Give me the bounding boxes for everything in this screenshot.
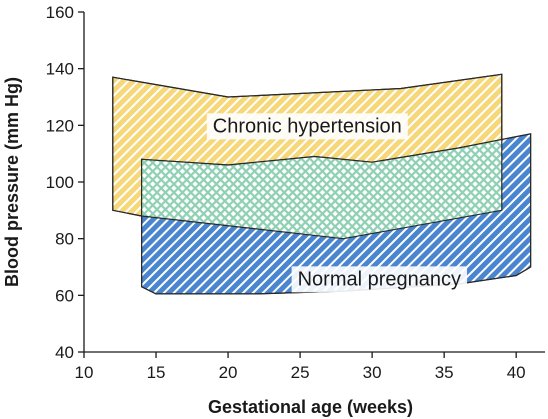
x-tick-label: 40 (507, 363, 526, 382)
x-tick-label: 20 (219, 363, 238, 382)
y-tick-label: 80 (55, 230, 74, 249)
y-tick-label: 120 (46, 116, 74, 135)
x-tick-label: 30 (363, 363, 382, 382)
band-chronic-hypertension-outline (112, 73, 503, 240)
x-tick-label: 10 (75, 363, 94, 382)
band-overlap (141, 133, 502, 239)
bands-layer (112, 73, 532, 295)
x-tick-label: 35 (435, 363, 454, 382)
y-tick-label: 140 (46, 60, 74, 79)
labels-layer: Chronic hypertension Normal pregnancy (206, 113, 468, 293)
band-normal-pregnancy-outline (141, 133, 532, 295)
label-normal-pregnancy: Normal pregnancy (298, 268, 461, 290)
x-tick-label: 15 (147, 363, 166, 382)
y-tick-label: 40 (55, 343, 74, 362)
y-tick-label: 60 (55, 286, 74, 305)
x-tick-label: 25 (291, 363, 310, 382)
y-axis-title: Blood pressure (mm Hg) (2, 77, 22, 287)
label-chronic-hypertension-bg (206, 113, 408, 140)
x-axis-title: Gestational age (weeks) (208, 397, 413, 417)
axes-layer: 40 60 80 100 120 140 160 10 15 20 25 30 35 40 Gestatio… (2, 3, 545, 417)
y-tick-label: 160 (46, 3, 74, 22)
y-tick-label: 100 (46, 173, 74, 192)
label-chronic-hypertension: Chronic hypertension (213, 115, 402, 137)
label-normal-pregnancy-bg (291, 266, 468, 293)
